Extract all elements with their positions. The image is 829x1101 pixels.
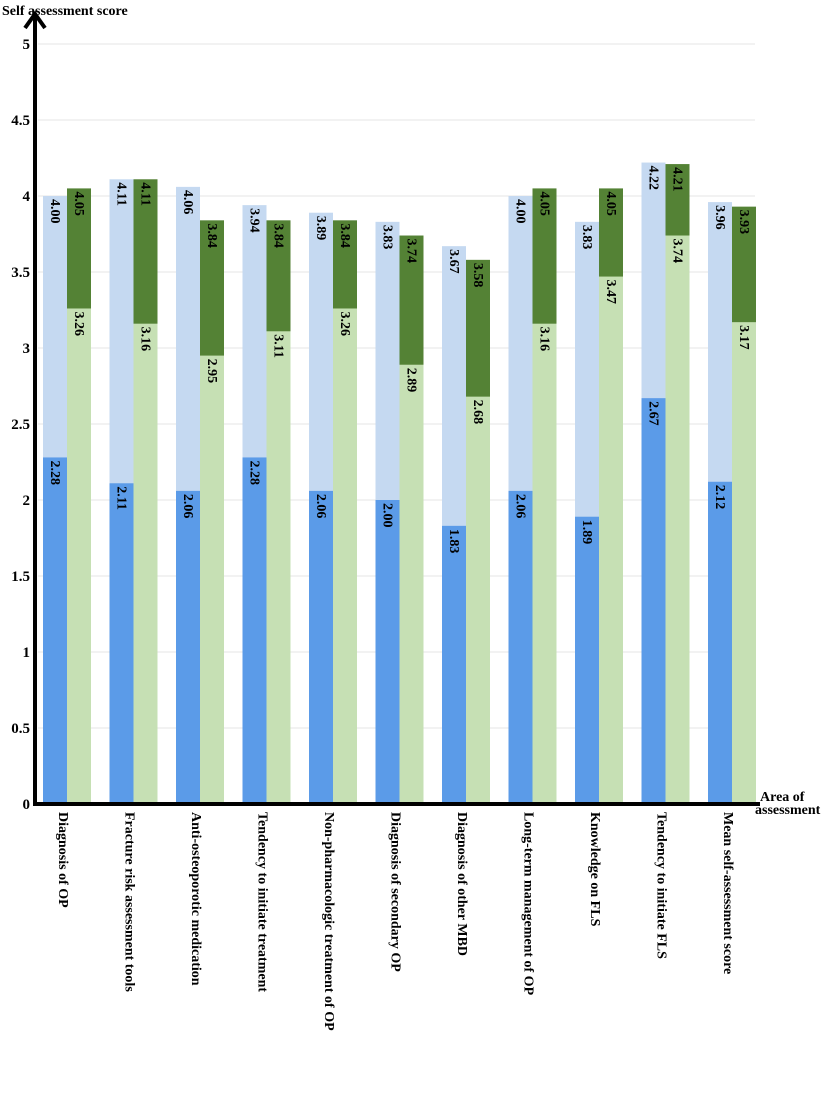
y-tick-label: 1 <box>23 645 31 661</box>
bar-right-front <box>399 364 424 804</box>
x-category-label: Anti-osteoporotic medication <box>188 812 203 986</box>
data-label-right-back: 4.05 <box>603 191 618 216</box>
data-label-left-back: 3.67 <box>446 249 461 274</box>
data-label-left-front: 2.06 <box>180 494 195 519</box>
data-label-left-back: 4.11 <box>114 182 129 206</box>
bar-right-front <box>599 276 623 804</box>
data-label-left-front: 1.83 <box>446 529 461 554</box>
data-label-right-back: 3.84 <box>271 223 286 248</box>
y-axis-ticks: 0 0.5 1 1.5 2 2.5 3 3.5 4 4.5 5 <box>11 37 30 813</box>
bar-left-front <box>43 457 67 804</box>
data-labels: 4.00 2.28 4.05 3.26 4.11 2.11 4.11 3.16 4.06 2.06… <box>47 166 751 554</box>
data-label-left-back: 4.06 <box>180 190 195 215</box>
bar-left-front <box>575 516 599 804</box>
data-label-left-front: 2.12 <box>712 485 727 510</box>
x-axis-title-line-1: Area of <box>760 790 805 805</box>
data-label-left-back: 3.83 <box>579 225 594 250</box>
y-tick-label: 0 <box>23 797 31 813</box>
y-tick-label: 0.5 <box>11 721 30 737</box>
data-label-left-back: 3.83 <box>380 225 395 250</box>
data-label-right-back: 3.84 <box>204 223 219 248</box>
y-tick-label: 5 <box>23 37 31 53</box>
y-tick-label: 2.5 <box>11 417 30 433</box>
data-label-right-front: 2.89 <box>404 368 419 393</box>
data-label-left-front: 2.00 <box>380 503 395 528</box>
data-label-left-back: 3.94 <box>247 208 262 233</box>
data-label-right-front: 2.95 <box>204 359 219 384</box>
x-category-label: Long-term management of OP <box>521 812 536 996</box>
data-label-left-back: 4.22 <box>646 166 661 191</box>
data-label-right-back: 4.11 <box>138 182 153 206</box>
data-label-right-back: 3.74 <box>404 239 419 264</box>
data-label-left-front: 1.89 <box>579 520 594 545</box>
x-category-label: Knowledge on FLS <box>587 812 602 927</box>
y-tick-label: 3.5 <box>11 265 30 281</box>
bar-right-front <box>665 235 690 804</box>
bars <box>43 162 756 805</box>
data-label-right-front: 3.17 <box>736 325 751 350</box>
y-tick-label: 3 <box>23 341 31 357</box>
bar-left-front <box>176 490 200 804</box>
y-tick-label: 1.5 <box>11 569 30 585</box>
data-label-right-front: 2.68 <box>470 400 485 425</box>
x-category-label: Mean self-assessment score <box>720 812 735 974</box>
data-label-right-front: 3.26 <box>71 311 86 336</box>
bar-left-front <box>242 457 267 804</box>
bar-left-front <box>508 490 533 804</box>
bar-left-front <box>708 481 732 804</box>
x-axis-title-line-2: assessment <box>755 803 821 818</box>
bar-right-front <box>732 322 756 804</box>
data-label-right-back: 4.05 <box>71 191 86 216</box>
bar-left-front <box>442 525 466 804</box>
bar-left-front <box>109 483 134 804</box>
x-category-label: Tendency to initiate FLS <box>654 812 669 959</box>
bar-right-front <box>333 308 357 804</box>
data-label-left-back: 4.00 <box>513 199 528 224</box>
data-label-left-front: 2.67 <box>646 401 661 426</box>
data-label-left-front: 2.06 <box>313 494 328 519</box>
y-axis-arrowhead <box>23 10 47 30</box>
bar-left-front <box>375 500 400 804</box>
data-label-right-front: 3.74 <box>670 239 685 264</box>
data-label-left-back: 3.89 <box>313 216 328 241</box>
x-category-label: Tendency to initiate treatment <box>255 812 270 992</box>
x-axis-category-labels: Diagnosis of OP Fracture risk assessment … <box>55 812 735 1031</box>
data-label-left-front: 2.11 <box>114 486 129 510</box>
bar-right-front <box>67 308 91 804</box>
bar-left-front <box>309 490 333 804</box>
y-tick-label: 4 <box>23 189 31 205</box>
data-label-right-front: 3.47 <box>603 280 618 305</box>
bar-right-front <box>200 355 224 804</box>
y-tick-label: 4.5 <box>11 113 30 129</box>
data-label-right-front: 3.11 <box>271 334 286 358</box>
data-label-right-back: 4.21 <box>670 167 685 192</box>
x-category-label: Diagnosis of OP <box>55 812 70 908</box>
bar-right-front <box>133 323 158 804</box>
y-tick-label: 2 <box>23 493 31 509</box>
bar-left-front <box>641 398 666 804</box>
bar-right-front <box>466 396 490 804</box>
bar-right-front <box>266 331 291 804</box>
data-label-right-back: 3.58 <box>470 263 485 288</box>
data-label-right-front: 3.16 <box>537 327 552 352</box>
data-label-right-back: 4.05 <box>537 191 552 216</box>
x-category-label: Non-pharmacologic treatment of OP <box>321 812 336 1031</box>
bar-right-front <box>532 323 557 804</box>
data-label-right-front: 3.16 <box>138 327 153 352</box>
x-category-label: Fracture risk assessment tools <box>122 812 137 992</box>
data-label-left-front: 2.06 <box>513 494 528 519</box>
x-axis-title: Area of assessment <box>755 790 821 818</box>
data-label-left-back: 4.00 <box>47 199 62 224</box>
data-label-right-back: 3.84 <box>337 223 352 248</box>
data-label-right-back: 3.93 <box>736 210 751 235</box>
x-category-label: Diagnosis of other MBD <box>454 812 469 956</box>
data-label-left-front: 2.28 <box>47 460 62 485</box>
x-category-label: Diagnosis of secondary OP <box>388 812 403 972</box>
data-label-left-back: 3.96 <box>712 205 727 230</box>
data-label-right-front: 3.26 <box>337 311 352 336</box>
y-axis-title: Self assessment score <box>2 4 128 19</box>
data-label-left-front: 2.28 <box>247 460 262 485</box>
